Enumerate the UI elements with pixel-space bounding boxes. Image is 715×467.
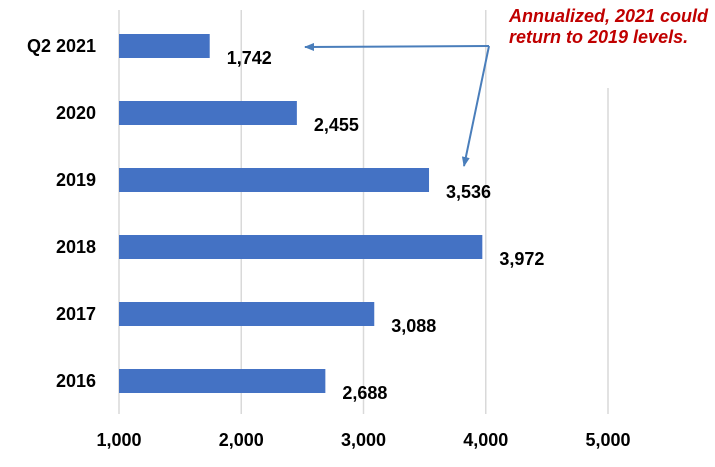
bar-1 bbox=[119, 101, 297, 125]
bars bbox=[119, 34, 483, 393]
data-label-5: 2,688 bbox=[342, 383, 387, 403]
data-labels: 1,742 2,455 3,536 3,972 3,088 2,688 bbox=[227, 48, 545, 403]
category-labels: Q2 2021 2020 2019 2018 2017 2016 bbox=[27, 36, 96, 391]
x-tick-label-2: 3,000 bbox=[341, 430, 386, 450]
x-tick-label-1: 2,000 bbox=[219, 430, 264, 450]
data-label-2: 3,536 bbox=[446, 182, 491, 202]
category-label-5: 2016 bbox=[56, 371, 96, 391]
category-label-1: 2020 bbox=[56, 103, 96, 123]
annotation-arrows bbox=[304, 42, 490, 167]
annotation-text: Annualized, 2021 could return to 2019 le… bbox=[509, 6, 709, 47]
data-label-0: 1,742 bbox=[227, 48, 272, 68]
data-label-1: 2,455 bbox=[314, 115, 359, 135]
arrow-to-2019 bbox=[461, 45, 490, 167]
data-label-3: 3,972 bbox=[499, 249, 544, 269]
category-label-2: 2019 bbox=[56, 170, 96, 190]
category-label-4: 2017 bbox=[56, 304, 96, 324]
arrow-to-q2-2021 bbox=[304, 42, 490, 51]
bar-2 bbox=[119, 168, 430, 192]
bar-4 bbox=[119, 302, 375, 326]
bar-3 bbox=[119, 235, 483, 259]
category-label-3: 2018 bbox=[56, 237, 96, 257]
data-label-4: 3,088 bbox=[391, 316, 436, 336]
bar-5 bbox=[119, 369, 326, 393]
x-axis-tick-labels: 1,000 2,000 3,000 4,000 5,000 bbox=[96, 430, 630, 450]
x-tick-label-3: 4,000 bbox=[463, 430, 508, 450]
category-label-0: Q2 2021 bbox=[27, 36, 96, 56]
x-tick-label-4: 5,000 bbox=[585, 430, 630, 450]
gridlines bbox=[118, 10, 609, 414]
x-tick-label-0: 1,000 bbox=[96, 430, 141, 450]
bar-0 bbox=[119, 34, 210, 58]
